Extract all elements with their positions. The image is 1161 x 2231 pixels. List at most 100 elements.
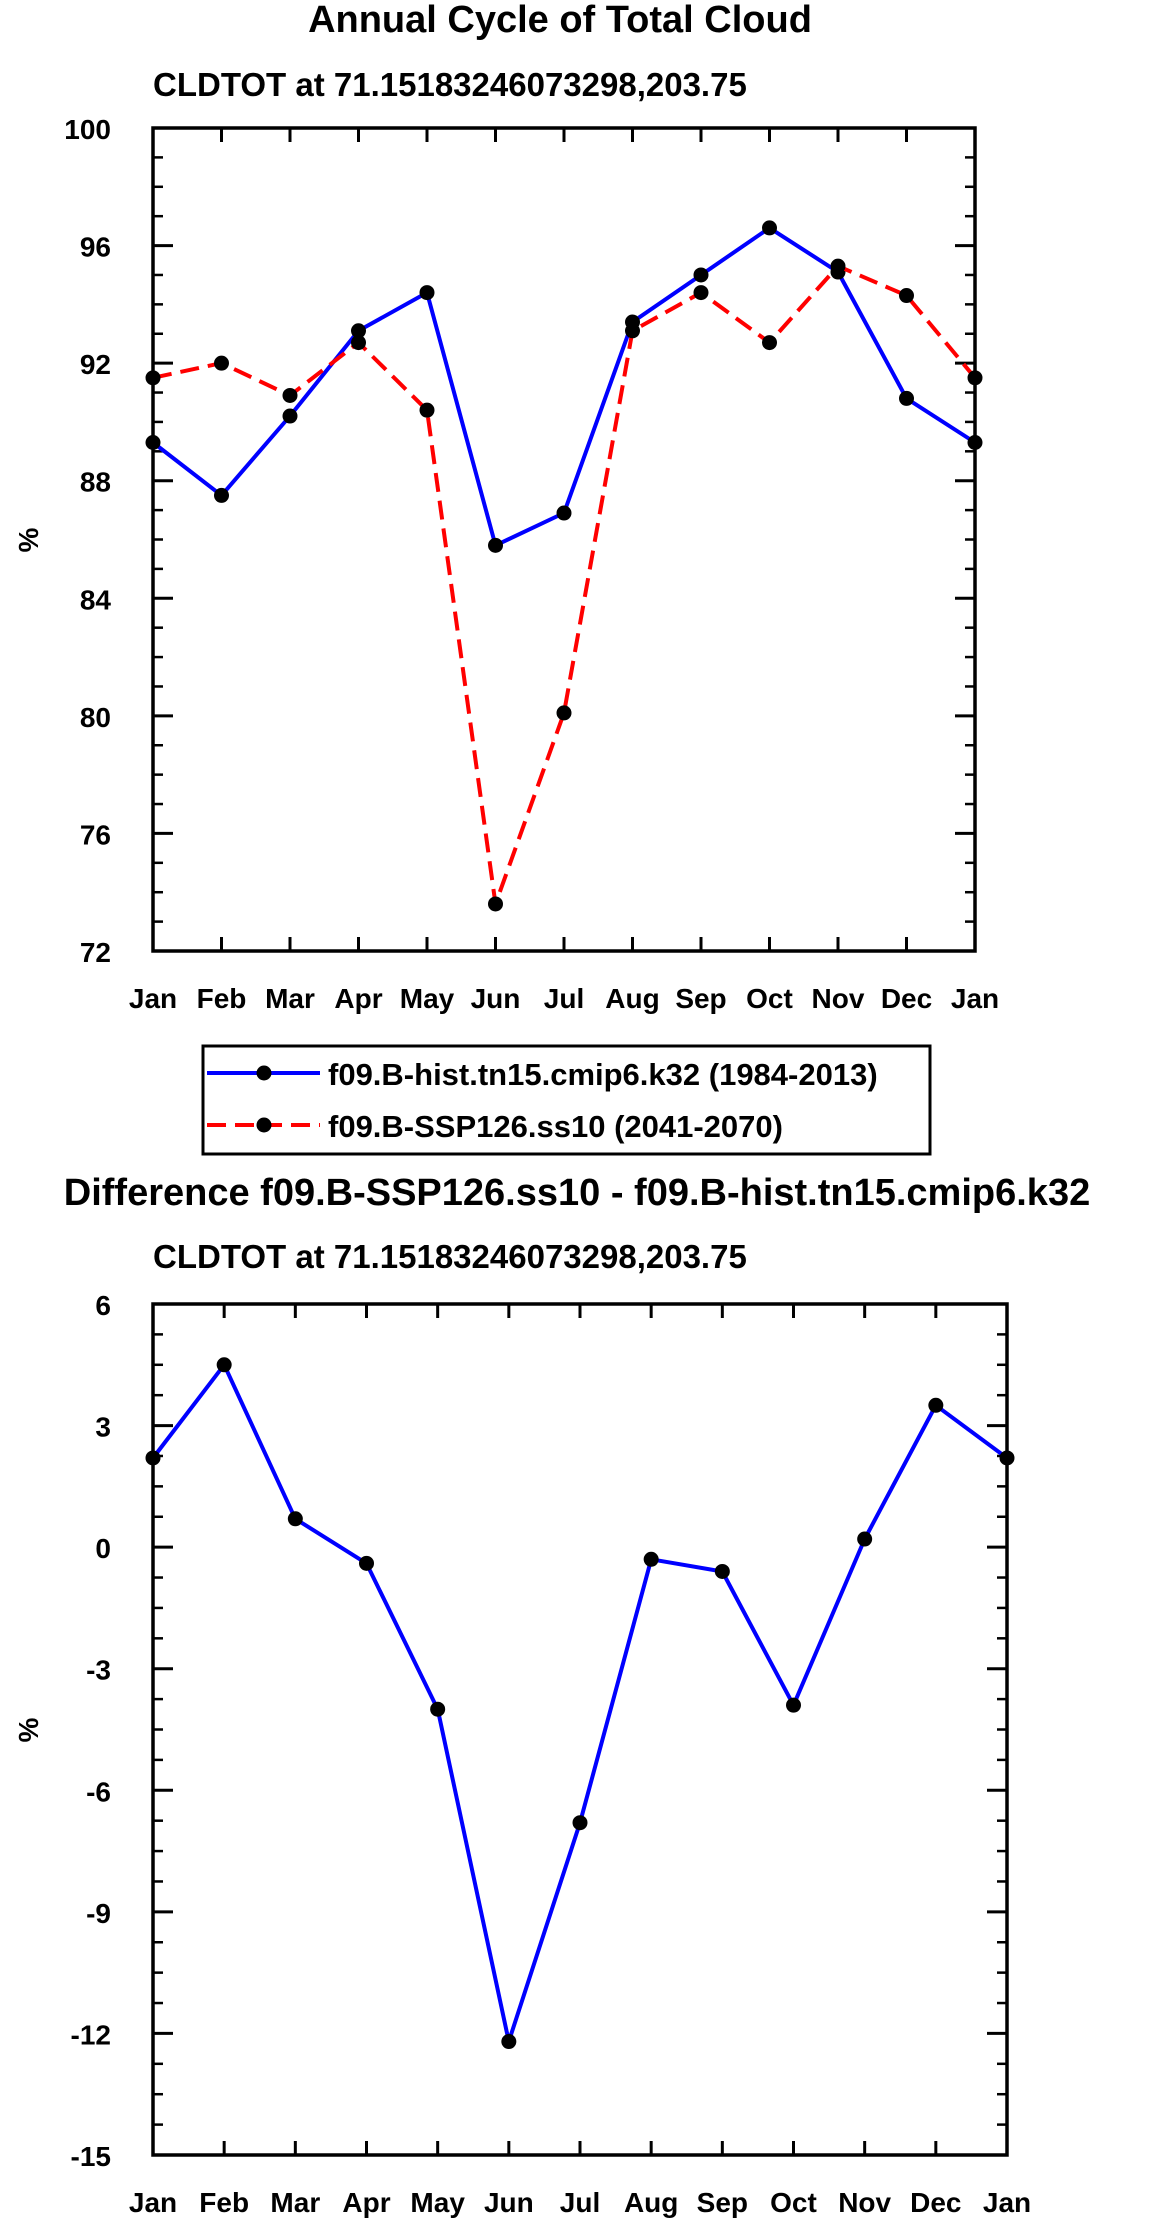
annual-series-1-line xyxy=(152,264,977,906)
annual-series-1-point xyxy=(145,370,161,386)
annual-cycle-panel: Annual Cycle of Total Cloud CLDTOT at 71… xyxy=(13,0,999,1156)
annual-x-tick-label: Jan xyxy=(951,983,999,1014)
diff-y-tick-label: -12 xyxy=(71,2019,111,2050)
annual-series-0-point xyxy=(762,220,777,236)
annual-series-0-point xyxy=(214,487,229,503)
annual-series-1-point xyxy=(967,370,983,386)
annual-x-tick-label: Oct xyxy=(746,983,793,1014)
diff-series-0-point xyxy=(928,1397,944,1413)
diff-series-0-point xyxy=(287,1511,303,1527)
annual-series-1-point xyxy=(830,258,846,274)
diff-x-tick-label: Aug xyxy=(624,2187,678,2218)
diff-x-tick-label: Dec xyxy=(910,2187,961,2218)
diff-y-tick-label: -9 xyxy=(86,1898,111,1929)
annual-series-0-point xyxy=(967,435,983,451)
diff-x-tick-label: May xyxy=(410,2187,465,2218)
diff-x-tick-label: Apr xyxy=(342,2187,390,2218)
diff-x-tick-label: Nov xyxy=(838,2187,891,2218)
annual-y-tick-label: 76 xyxy=(80,819,111,850)
legend-ssp-marker xyxy=(256,1117,272,1133)
diff-series-0-point xyxy=(145,1450,161,1466)
annual-plot-frame xyxy=(151,126,977,953)
legend-ssp-label: f09.B-SSP126.ss10 (2041-2070) xyxy=(328,1109,783,1144)
diff-x-tick-label: Feb xyxy=(199,2187,249,2218)
annual-cycle-plot: Jan Feb Mar Apr May Jun Jul Aug Sep Oct Nov Dec Jan 7… xyxy=(64,114,999,1014)
annual-x-tick-label: Feb xyxy=(197,983,247,1014)
annual-series-1-point xyxy=(419,402,435,418)
diff-series-0-point xyxy=(643,1551,659,1567)
annual-x-tick-label: Jan xyxy=(129,983,177,1014)
annual-series-0-point xyxy=(899,390,914,406)
annual-y-tick-label: 96 xyxy=(80,232,111,263)
annual-y-tick-label: 72 xyxy=(80,937,111,968)
diff-series-0-point xyxy=(786,1697,801,1713)
annual-series-1-point xyxy=(214,355,229,371)
diff-series-0-point xyxy=(430,1701,446,1717)
diff-series-0-point xyxy=(216,1357,232,1373)
diff-y-tick-label: -6 xyxy=(86,1776,111,1807)
diff-x-tick-label: Jul xyxy=(560,2187,600,2218)
chart-subtitle: CLDTOT at 71.15183246073298,203.75 xyxy=(153,66,747,103)
diff-y-tick-label: -3 xyxy=(86,1655,111,1686)
chart-title: Annual Cycle of Total Cloud xyxy=(308,0,812,41)
annual-y-tick-label: 84 xyxy=(80,584,112,615)
diff-series-0-point xyxy=(501,2034,517,2050)
annual-x-tick-label: Mar xyxy=(265,983,315,1014)
legend-box xyxy=(201,1044,932,1156)
annual-x-tick-label: Apr xyxy=(334,983,382,1014)
diff-x-tick-label: Oct xyxy=(770,2187,817,2218)
annual-x-tick-label: Jun xyxy=(471,983,521,1014)
diff-y-tick-label: 0 xyxy=(95,1533,111,1564)
diff-x-tick-label: Jun xyxy=(484,2187,534,2218)
annual-series-0-point xyxy=(419,285,435,301)
diff-y-tick-label: -15 xyxy=(71,2141,111,2172)
diff-series-0-line xyxy=(151,1362,1009,2044)
diff-series-0-point xyxy=(359,1555,374,1571)
annual-series-0-point xyxy=(693,267,709,283)
diff-x-tick-label: Sep xyxy=(697,2187,748,2218)
annual-series-0-point xyxy=(282,408,298,424)
annual-series-1-point xyxy=(282,387,298,403)
annual-series-0-point xyxy=(556,505,572,521)
diff-plot-frame xyxy=(151,1302,1009,2157)
annual-x-tick-label: Aug xyxy=(605,983,659,1014)
annual-y-tick-label: 100 xyxy=(64,114,111,145)
legend: f09.B-hist.tn15.cmip6.k32 (1984-2013) f0… xyxy=(201,1044,932,1156)
annual-x-tick-label: May xyxy=(400,983,455,1014)
diff-series-0-point xyxy=(999,1450,1015,1466)
annual-series-0-line xyxy=(151,225,977,548)
difference-title: Difference f09.B-SSP126.ss10 - f09.B-his… xyxy=(64,1172,1090,1214)
difference-y-axis-label: % xyxy=(13,1717,44,1742)
diff-y-tick-label: 6 xyxy=(95,1290,111,1321)
difference-subtitle: CLDTOT at 71.15183246073298,203.75 xyxy=(153,1238,747,1275)
annual-x-tick-label: Sep xyxy=(675,983,726,1014)
diff-series-0-point xyxy=(572,1815,588,1831)
annual-series-0-point xyxy=(145,435,161,451)
legend-hist-label: f09.B-hist.tn15.cmip6.k32 (1984-2013) xyxy=(328,1057,878,1092)
difference-plot: Jan Feb Mar Apr May Jun Jul Aug Sep Oct Nov Dec Jan-… xyxy=(71,1290,1032,2218)
annual-series-1-point xyxy=(556,705,572,721)
annual-series-1-point xyxy=(488,896,503,912)
annual-x-tick-label: Dec xyxy=(881,983,932,1014)
annual-y-tick-label: 88 xyxy=(80,467,111,498)
diff-x-tick-label: Jan xyxy=(129,2187,177,2218)
annual-series-0-point xyxy=(488,537,503,553)
annual-series-1-point xyxy=(899,288,914,304)
legend-hist-marker xyxy=(256,1065,272,1081)
diff-series-0-point xyxy=(714,1563,730,1579)
diff-x-tick-label: Mar xyxy=(270,2187,320,2218)
annual-x-tick-label: Nov xyxy=(812,983,865,1014)
diff-x-tick-label: Jan xyxy=(983,2187,1031,2218)
annual-series-1-point xyxy=(351,335,366,351)
annual-series-0-point xyxy=(351,323,366,339)
diff-y-tick-label: 3 xyxy=(95,1412,111,1443)
y-axis-label: % xyxy=(13,527,44,552)
annual-y-tick-label: 92 xyxy=(80,349,111,380)
diff-series-0-point xyxy=(857,1531,873,1547)
annual-series-1-point xyxy=(625,323,640,339)
annual-x-tick-label: Jul xyxy=(544,983,584,1014)
annual-series-1-point xyxy=(693,285,709,301)
difference-panel: Difference f09.B-SSP126.ss10 - f09.B-his… xyxy=(13,1172,1090,2218)
annual-y-tick-label: 80 xyxy=(80,702,111,733)
